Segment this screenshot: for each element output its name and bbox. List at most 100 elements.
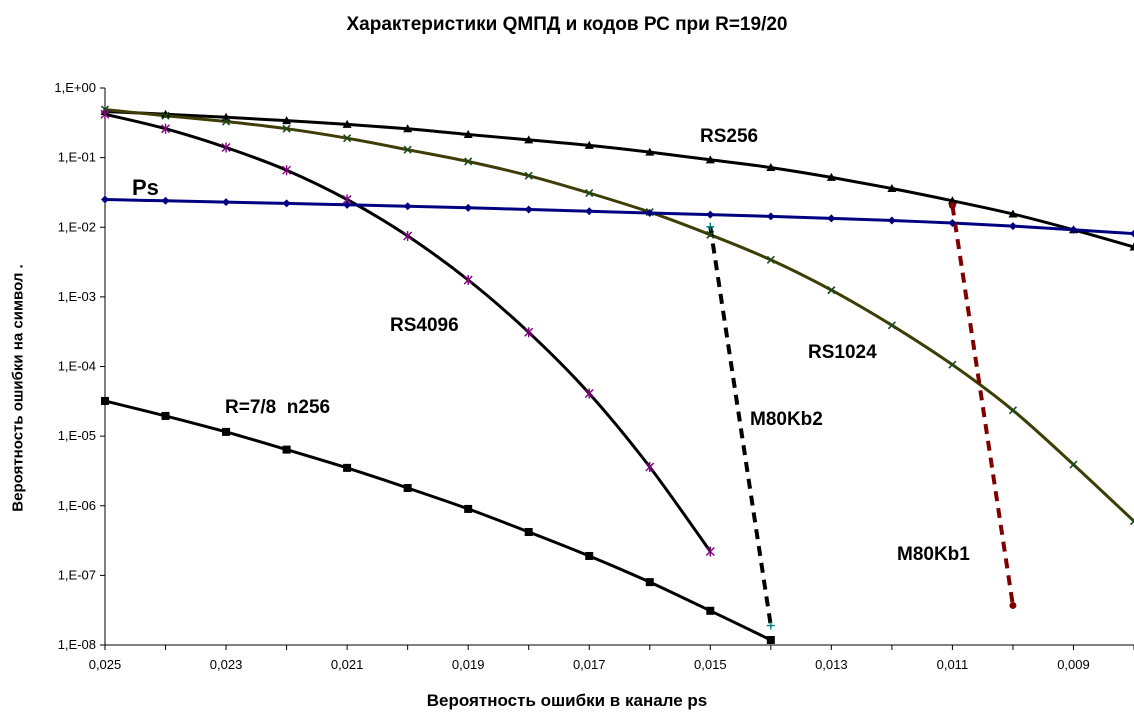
y-tick-label: 1,E-06 [58,498,96,513]
data-point-rs4096 [403,230,413,241]
series-line-rs256 [105,110,1134,249]
y-tick-label: 1,E-03 [58,289,96,304]
series-label-rs1024: RS1024 [808,342,877,363]
data-point-ps [101,195,109,204]
data-point-ps [282,199,291,208]
y-tick-label: 1,E-05 [58,428,96,443]
data-point-ps [766,212,775,221]
chart-axes: 1,E+00 1,E-01 1,E-02 1,E-03 1,E-04 1,E-05 1,E-… [54,80,1134,672]
data-point-rs256 [947,196,957,205]
x-tick-label: 0,019 [452,657,485,672]
data-point-rs256 [282,116,292,125]
data-point-rs256 [524,135,534,144]
data-point-r-7-8-n256 [282,445,291,454]
data-point-rs1024 [1069,460,1078,469]
y-tick-label: 1,E-01 [58,150,96,165]
data-point-rs1024 [1008,406,1018,415]
series-label-rs256: RS256 [700,126,758,147]
data-point-rs256 [463,129,473,138]
data-point-rs1024 [161,111,170,120]
data-point-ps [645,209,654,218]
data-point-r-7-8-n256 [585,551,594,560]
data-point-r-7-8-n256 [706,606,715,615]
data-point-rs256 [645,147,655,156]
data-point-ps [524,205,533,214]
data-point-r-7-8-n256 [343,463,352,472]
data-point-rs256 [342,119,352,128]
data-point-rs1024 [706,230,715,239]
series-label-rs4096: RS4096 [390,315,459,336]
data-point-ps [948,219,957,228]
x-tick-label: 0,017 [573,657,606,672]
data-point-rs1024 [887,321,896,330]
series-line-rs1024 [105,108,1134,523]
data-point-rs1024 [827,286,836,295]
y-tick-label: 1,E-02 [58,219,96,234]
data-point-rs1024 [585,188,594,198]
data-point-rs1024 [221,117,231,126]
data-point-rs4096 [463,274,473,285]
data-point-rs1024 [464,157,473,166]
y-tick-label: 1,E-07 [58,567,96,582]
data-point-ps [585,207,594,216]
data-point-ps [343,200,352,209]
data-point-rs256 [1129,242,1134,251]
data-point-m80kb1 [1009,601,1017,609]
x-axis-title: Вероятность ошибки в канале ps [426,691,708,710]
data-point-rs256 [887,184,897,193]
series-labels: RS256 Ps RS4096 RS1024 R=7/8 n256 M80Kb2 M80Kb… [132,126,970,565]
data-point-ps [161,196,170,205]
data-point-ps [706,210,715,219]
data-point-rs1024 [766,255,775,264]
data-point-rs1024 [948,360,957,369]
y-tick-label: 1,E-04 [58,359,96,374]
data-point-rs4096 [584,388,594,399]
data-point-rs4096 [282,165,292,176]
data-point-r-7-8-n256 [161,411,170,420]
data-point-rs4096 [100,109,110,120]
data-point-rs4096 [524,327,534,338]
data-point-ps [1008,222,1017,231]
data-point-r-7-8-n256 [403,483,412,492]
series-label-ps: Ps [132,175,159,200]
data-point-rs4096 [705,546,715,557]
data-point-rs256 [705,155,715,164]
data-point-r-7-8-n256 [101,396,109,405]
x-tick-label: 0,013 [815,657,848,672]
y-tick-label: 1,E+00 [54,80,96,95]
data-point-ps [1130,229,1134,238]
series-markers [100,105,1134,644]
data-point-rs1024 [403,145,412,154]
data-point-r-7-8-n256 [766,635,775,644]
data-point-ps [403,202,412,211]
data-point-m80kb2 [766,621,775,630]
data-point-rs1024 [1129,517,1134,526]
series-lines [105,108,1134,642]
data-point-rs256 [584,140,594,149]
series-label-r-7-8-n256: R=7/8 n256 [225,397,330,418]
x-tick-label: 0,015 [694,657,727,672]
data-point-rs4096 [645,462,655,473]
data-point-r-7-8-n256 [524,527,533,536]
data-point-r-7-8-n256 [645,578,654,587]
y-tick-label: 1,E-08 [58,637,96,652]
x-tick-label: 0,025 [89,657,122,672]
data-point-ps [464,203,473,212]
data-point-m80kb2 [706,222,715,231]
data-point-ps [222,198,231,207]
data-point-r-7-8-n256 [222,427,231,436]
data-point-rs256 [1008,209,1018,218]
series-line-r-7-8-n256 [105,399,772,642]
data-point-rs256 [826,172,836,181]
x-tick-label: 0,009 [1057,657,1090,672]
data-point-rs256 [766,163,776,172]
x-tick-label: 0,011 [937,657,969,672]
series-line-rs4096 [105,112,712,553]
data-point-m80kb1 [948,202,956,210]
data-point-r-7-8-n256 [464,504,473,513]
data-point-ps [827,214,836,223]
data-point-rs256 [161,109,171,118]
x-tick-label: 0,023 [210,657,243,672]
data-point-rs256 [403,124,413,133]
